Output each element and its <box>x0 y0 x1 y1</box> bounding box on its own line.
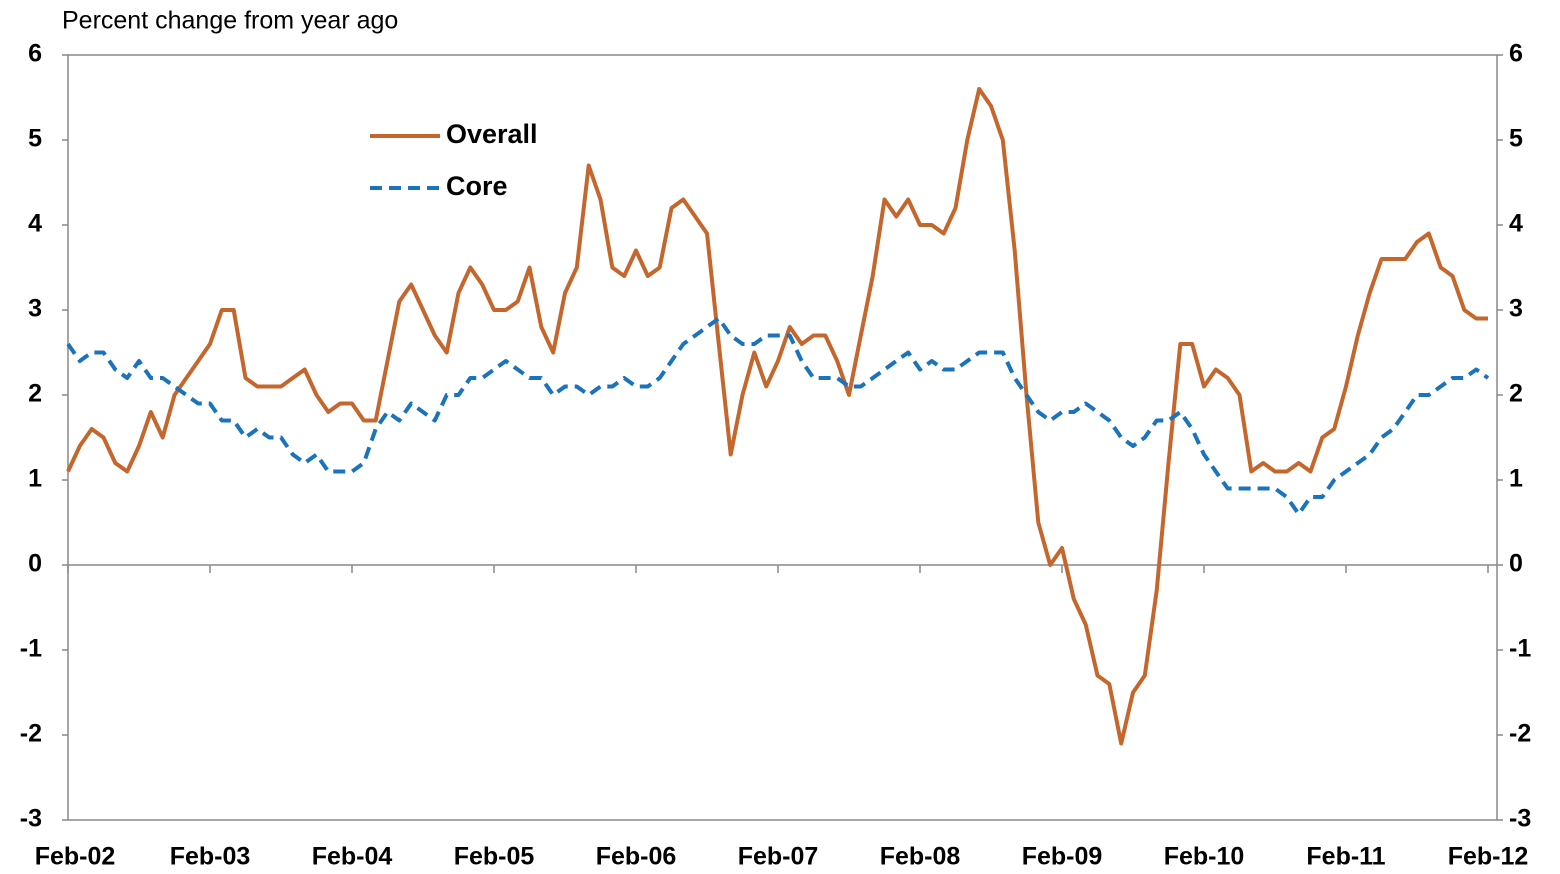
y-tick-label: -1 <box>20 635 42 663</box>
x-tick-label: Feb-09 <box>1022 843 1103 871</box>
y2-tick-label: -1 <box>1509 635 1531 663</box>
y-tick-label: 0 <box>28 550 42 578</box>
x-tick-label: Feb-11 <box>1306 843 1385 871</box>
y2-tick-label: -2 <box>1509 720 1531 748</box>
series-line <box>66 316 1490 516</box>
axis-title: Percent change from year ago <box>62 7 398 35</box>
x-tick-label: Feb-05 <box>454 843 535 871</box>
y2-tick-label: 5 <box>1509 125 1523 153</box>
y-tick-label: 5 <box>28 125 42 153</box>
y2-tick-label: 3 <box>1509 295 1523 323</box>
x-tick-label: Feb-04 <box>312 843 393 871</box>
y2-tick-label: 0 <box>1509 550 1523 578</box>
x-tick-label: Feb-03 <box>170 843 251 871</box>
x-tick-label: Feb-12 <box>1448 843 1529 871</box>
y2-tick-label: 2 <box>1509 380 1523 408</box>
y-tick-label: 2 <box>28 380 42 408</box>
y-tick-label: 1 <box>28 465 42 493</box>
legend-label: Core <box>446 171 508 201</box>
y2-tick-label: 6 <box>1509 40 1523 68</box>
x-tick-label: Feb-02 <box>35 843 116 871</box>
y-tick-label: 3 <box>28 295 42 323</box>
y-tick-label: 4 <box>28 210 42 238</box>
x-tick-label: Feb-08 <box>880 843 961 871</box>
x-tick-label: Feb-06 <box>596 843 677 871</box>
plot-frame <box>67 54 1498 821</box>
x-tick-label: Feb-10 <box>1164 843 1245 871</box>
legend-label: Overall <box>446 119 538 149</box>
y-tick-label: 6 <box>28 40 42 68</box>
y2-tick-label: -3 <box>1509 805 1531 833</box>
y-tick-label: -3 <box>20 805 42 833</box>
y-tick-label: -2 <box>20 720 42 748</box>
series-line <box>66 87 1488 746</box>
x-tick-label: Feb-07 <box>738 843 819 871</box>
y2-tick-label: 1 <box>1509 465 1523 493</box>
y2-tick-label: 4 <box>1509 210 1523 238</box>
